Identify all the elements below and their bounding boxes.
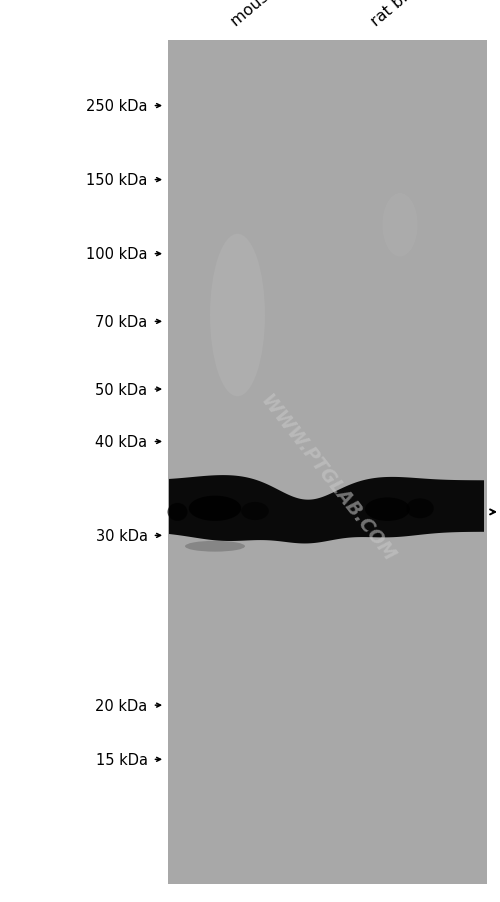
Text: 150 kDa: 150 kDa <box>86 173 148 188</box>
Ellipse shape <box>210 235 265 397</box>
Ellipse shape <box>185 541 245 552</box>
Ellipse shape <box>241 502 269 520</box>
FancyBboxPatch shape <box>168 41 487 884</box>
Ellipse shape <box>382 194 418 257</box>
Text: mouse brain: mouse brain <box>228 0 314 29</box>
Text: 70 kDa: 70 kDa <box>95 315 148 329</box>
Text: 30 kDa: 30 kDa <box>96 529 148 543</box>
Text: 40 kDa: 40 kDa <box>96 435 148 449</box>
Text: 15 kDa: 15 kDa <box>96 752 148 767</box>
Text: 20 kDa: 20 kDa <box>95 698 148 713</box>
Text: WWW.PTGLAB.COM: WWW.PTGLAB.COM <box>257 391 398 565</box>
Text: 250 kDa: 250 kDa <box>86 99 148 114</box>
Ellipse shape <box>365 498 410 521</box>
Ellipse shape <box>189 496 241 521</box>
Ellipse shape <box>168 503 188 521</box>
Text: rat brain: rat brain <box>368 0 431 29</box>
Text: 100 kDa: 100 kDa <box>86 247 148 262</box>
Polygon shape <box>169 475 484 544</box>
Ellipse shape <box>406 499 434 519</box>
Text: 50 kDa: 50 kDa <box>96 382 148 397</box>
